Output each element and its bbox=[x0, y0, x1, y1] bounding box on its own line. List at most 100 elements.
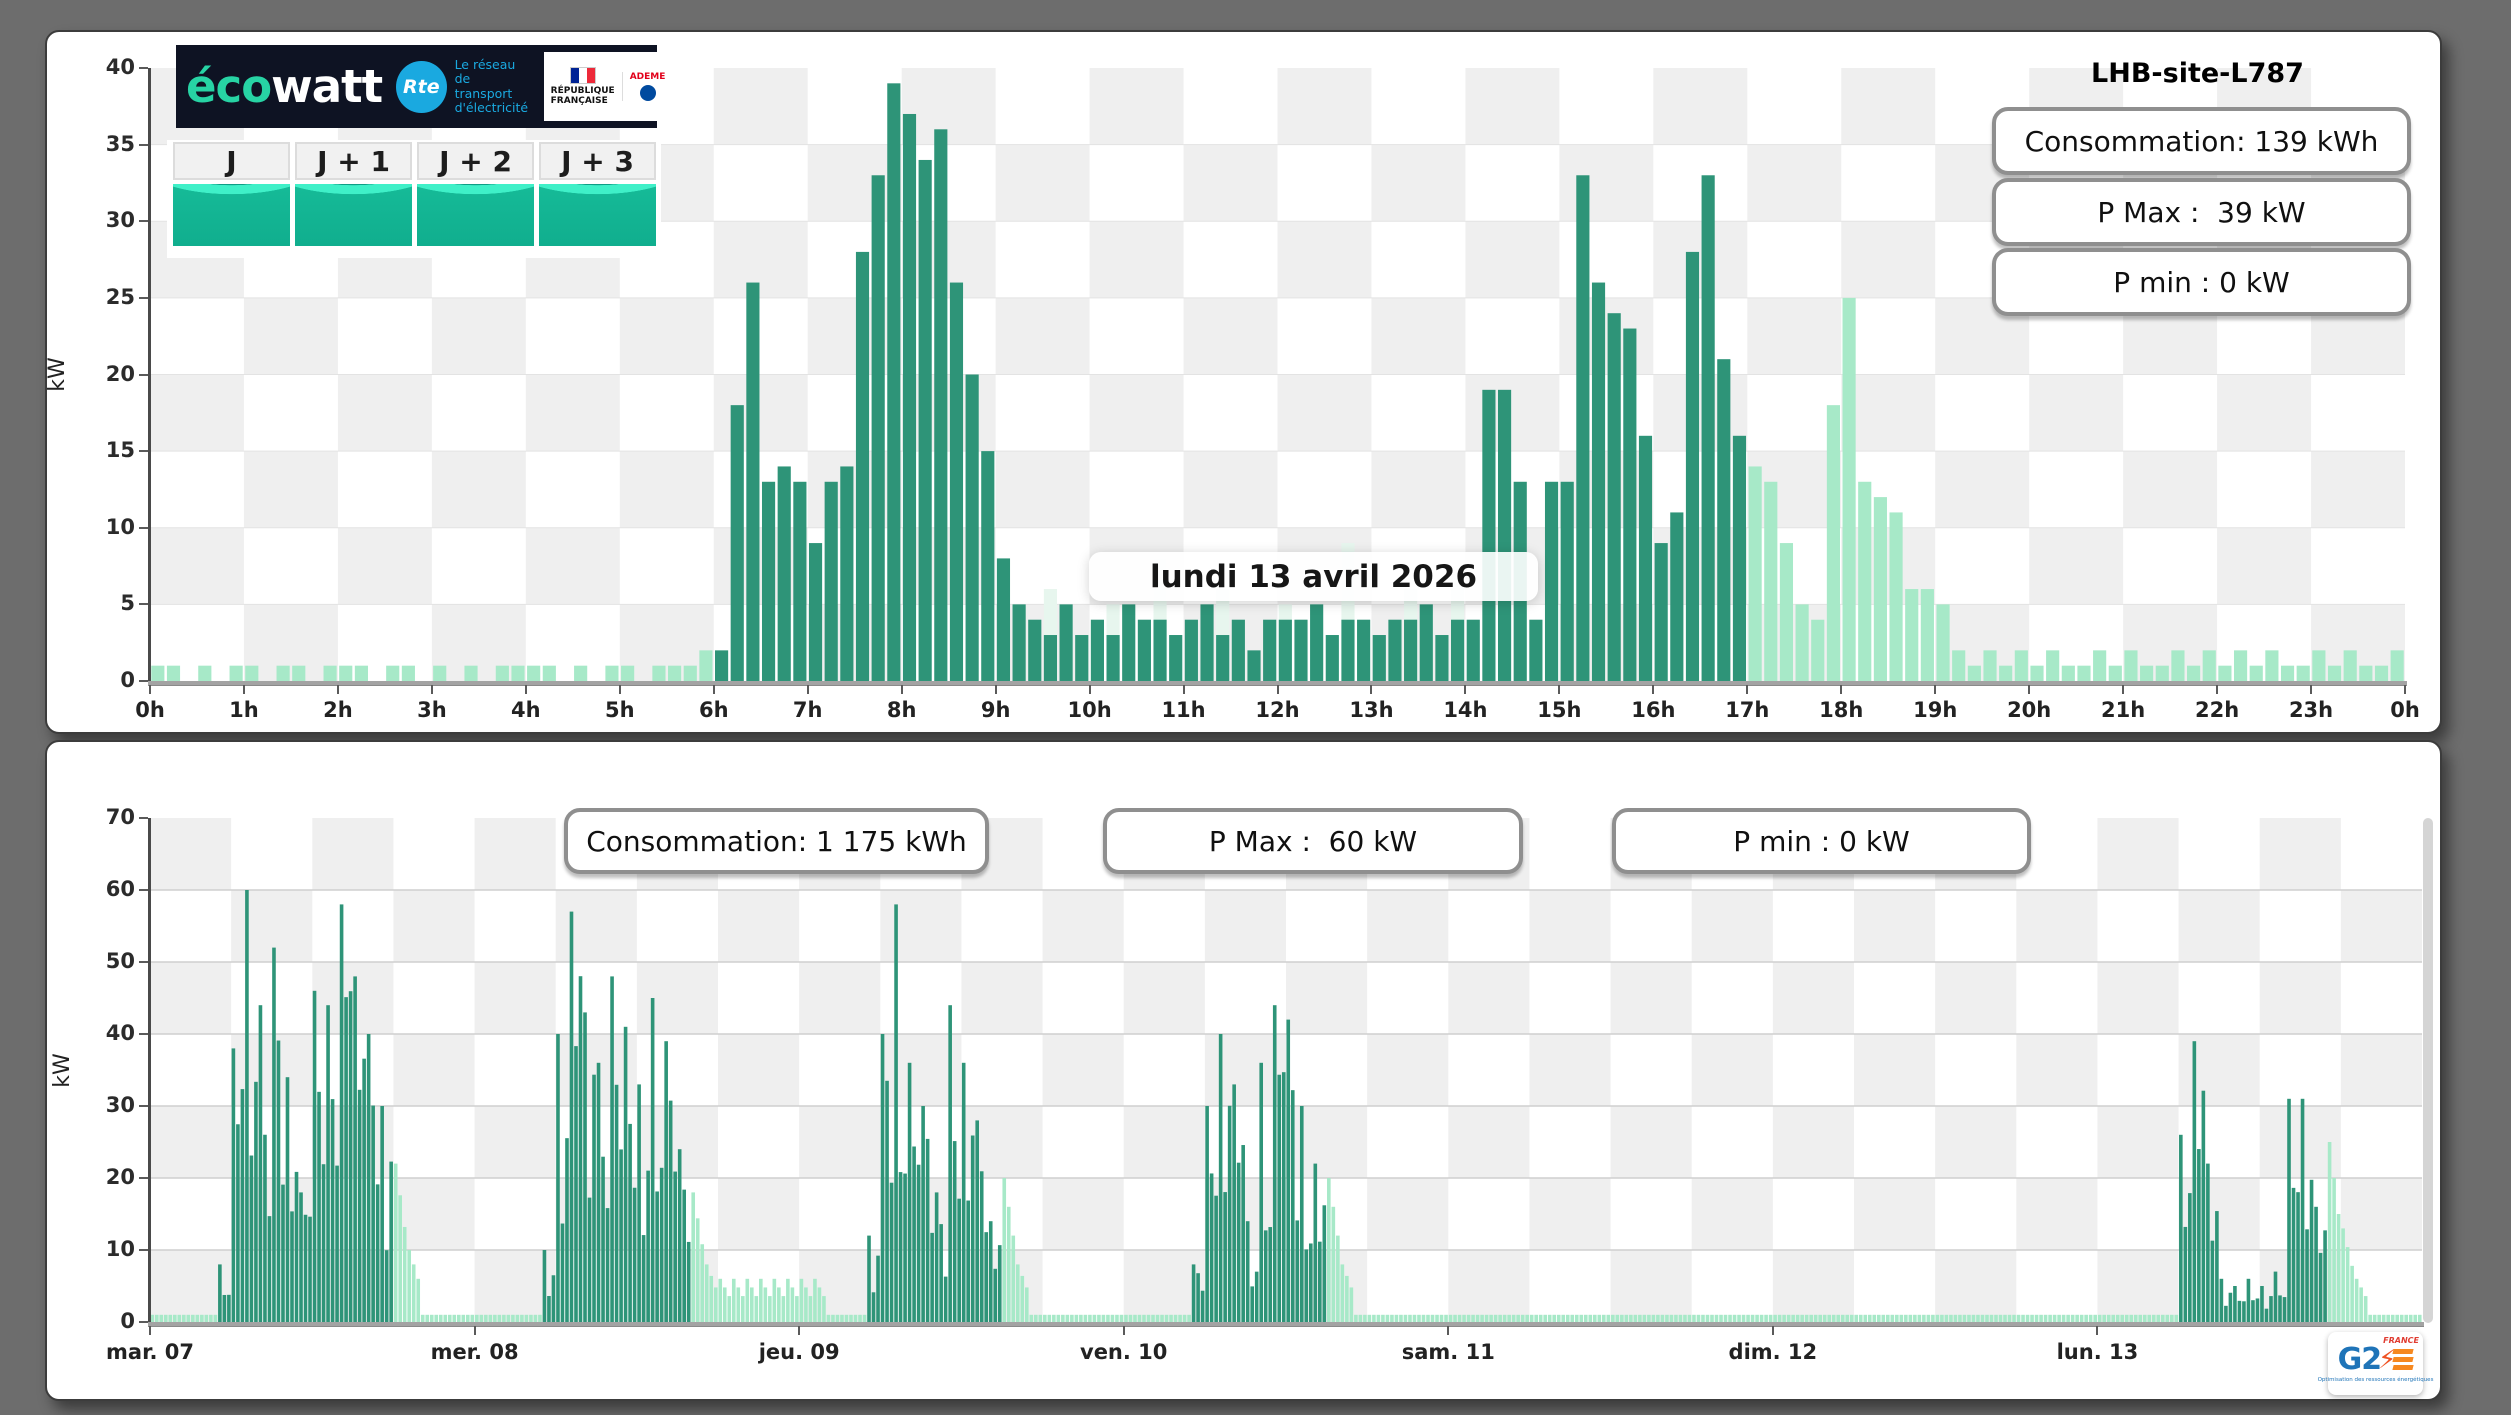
y-axis-tick-label: 35 bbox=[105, 131, 135, 156]
x-axis-tick-label: 15h bbox=[1537, 698, 1582, 722]
axis-tick bbox=[242, 685, 245, 694]
axis-tick bbox=[712, 685, 715, 694]
y-axis-tick-label: 60 bbox=[105, 877, 135, 901]
ademe-globe-icon bbox=[639, 85, 656, 101]
axis-tick bbox=[139, 143, 148, 146]
x-axis-tick-label: 4h bbox=[511, 698, 541, 722]
axis-tick bbox=[1182, 685, 1185, 694]
axis-tick bbox=[1771, 1326, 1774, 1335]
rte-tagline-line: d'électricité bbox=[454, 99, 529, 115]
y-axis-tick-label: 0 bbox=[120, 1309, 135, 1333]
daily-y-axis-line bbox=[148, 68, 151, 682]
x-axis-tick-label: 6h bbox=[698, 698, 729, 722]
ecowatt-green-signal-icon bbox=[295, 184, 412, 246]
rte-tagline-line: Le réseau bbox=[454, 56, 516, 72]
y-axis-tick-label: 70 bbox=[105, 805, 135, 829]
x-axis-tick-label: 0h bbox=[135, 698, 165, 722]
x-axis-tick-label: 14h bbox=[1443, 698, 1488, 722]
x-axis-tick-label: 11h bbox=[1161, 698, 1206, 722]
axis-tick bbox=[1276, 685, 1279, 694]
axis-tick bbox=[139, 817, 148, 819]
weekly-consumption-chart bbox=[150, 818, 2422, 1322]
x-axis-tick-label: 10h bbox=[1067, 698, 1112, 722]
forecast-tile-j2[interactable]: J + 2 bbox=[417, 142, 534, 246]
axis-tick bbox=[2122, 685, 2125, 694]
ecowatt-green-signal-icon bbox=[417, 184, 534, 246]
weekly-x-axis-line bbox=[148, 1322, 2424, 1327]
y-axis-tick-label: 10 bbox=[105, 1237, 135, 1261]
ecowatt-logo: écowatt Rte Le réseau de transport d'éle… bbox=[176, 45, 673, 128]
axis-tick bbox=[336, 685, 339, 694]
axis-tick bbox=[139, 1105, 148, 1107]
axis-tick bbox=[149, 1326, 151, 1335]
x-axis-tick-label: 18h bbox=[1819, 698, 1864, 722]
x-axis-tick-label: 17h bbox=[1725, 698, 1770, 722]
x-axis-tick-label: 9h bbox=[980, 698, 1011, 722]
weekly-pmax-stat: P Max : 60 kW bbox=[1103, 808, 1523, 874]
forecast-tile-label: J + 1 bbox=[295, 142, 412, 180]
axis-tick bbox=[1464, 685, 1467, 694]
axis-tick bbox=[1370, 685, 1373, 694]
ecowatt-green-signal-icon bbox=[173, 184, 290, 246]
axis-tick bbox=[1934, 685, 1937, 694]
g2e-logo: FRANCE G2 ⚡ Optimisation des ressources … bbox=[2318, 1332, 2433, 1395]
axis-tick bbox=[1558, 685, 1561, 694]
weekly-y-axis-title: kW bbox=[49, 1053, 75, 1088]
forecast-tile-label: J + 3 bbox=[539, 142, 656, 180]
x-axis-tick-label: 1h bbox=[229, 698, 259, 722]
ecowatt-wordmark: écowatt bbox=[186, 64, 383, 109]
y-axis-tick-label: 20 bbox=[105, 1165, 135, 1189]
axis-tick bbox=[139, 1249, 148, 1251]
date-label: lundi 13 avril 2026 bbox=[1089, 552, 1538, 601]
axis-tick bbox=[139, 889, 148, 891]
rte-tagline: Le réseau de transport d'électricité bbox=[454, 56, 530, 116]
y-axis-tick-label: 20 bbox=[105, 361, 135, 386]
republique-francaise-text: RÉPUBLIQUE FRANÇAISE bbox=[550, 85, 615, 106]
forecast-tile-j[interactable]: J bbox=[173, 142, 290, 246]
axis-tick bbox=[139, 526, 148, 529]
y-axis-tick-label: 50 bbox=[105, 949, 135, 973]
rte-logo: Rte Le réseau de transport d'électricité bbox=[396, 56, 530, 116]
daily-consumption-stat: Consommation: 139 kWh bbox=[1992, 107, 2411, 175]
ecowatt-green-signal-icon bbox=[539, 184, 656, 246]
axis-tick bbox=[994, 685, 997, 694]
axis-tick bbox=[149, 685, 151, 694]
lightning-bolt-icon: ⚡ bbox=[2378, 1344, 2397, 1375]
rte-badge-icon: Rte bbox=[396, 60, 447, 113]
x-axis-tick-label: mer. 08 bbox=[430, 1340, 519, 1364]
y-axis-tick-label: 30 bbox=[105, 1093, 135, 1117]
axis-tick bbox=[2096, 1326, 2099, 1335]
axis-tick bbox=[1088, 685, 1091, 694]
axis-tick bbox=[1447, 1326, 1450, 1335]
x-axis-tick-label: dim. 12 bbox=[1728, 1340, 1818, 1364]
axis-tick bbox=[430, 685, 433, 694]
forecast-tile-label: J + 2 bbox=[417, 142, 534, 180]
forecast-tile-j3[interactable]: J + 3 bbox=[539, 142, 656, 246]
axis-tick bbox=[139, 220, 148, 223]
x-axis-tick-label: 21h bbox=[2101, 698, 2146, 722]
forecast-tile-label: J bbox=[173, 142, 290, 180]
x-axis-tick-label: 22h bbox=[2194, 698, 2240, 722]
daily-pmin-stat: P min : 0 kW bbox=[1992, 248, 2411, 316]
x-axis-tick-label: 5h bbox=[605, 698, 635, 722]
y-axis-tick-label: 30 bbox=[105, 208, 135, 233]
g2e-tagline: Optimisation des ressources énergétiques bbox=[2317, 1376, 2434, 1383]
chart-scrollbar[interactable] bbox=[2423, 818, 2433, 1323]
axis-tick bbox=[139, 373, 148, 376]
y-axis-tick-label: 5 bbox=[120, 591, 135, 616]
axis-tick bbox=[806, 685, 809, 694]
x-axis-tick-label: 2h bbox=[323, 698, 353, 722]
axis-tick bbox=[1746, 685, 1749, 694]
site-title: LHB-site-L787 bbox=[2091, 58, 2304, 89]
axis-tick bbox=[139, 1177, 148, 1179]
x-axis-tick-label: sam. 11 bbox=[1401, 1340, 1495, 1364]
x-axis-tick-label: 13h bbox=[1349, 698, 1394, 722]
x-axis-tick-label: 20h bbox=[2007, 698, 2052, 722]
axis-tick bbox=[139, 296, 148, 299]
axis-tick bbox=[798, 1326, 801, 1335]
x-axis-tick-label: 19h bbox=[1913, 698, 1958, 722]
axis-tick bbox=[2028, 685, 2031, 694]
ecowatt-eco-text: éco bbox=[186, 60, 272, 113]
forecast-tile-j1[interactable]: J + 1 bbox=[295, 142, 412, 246]
